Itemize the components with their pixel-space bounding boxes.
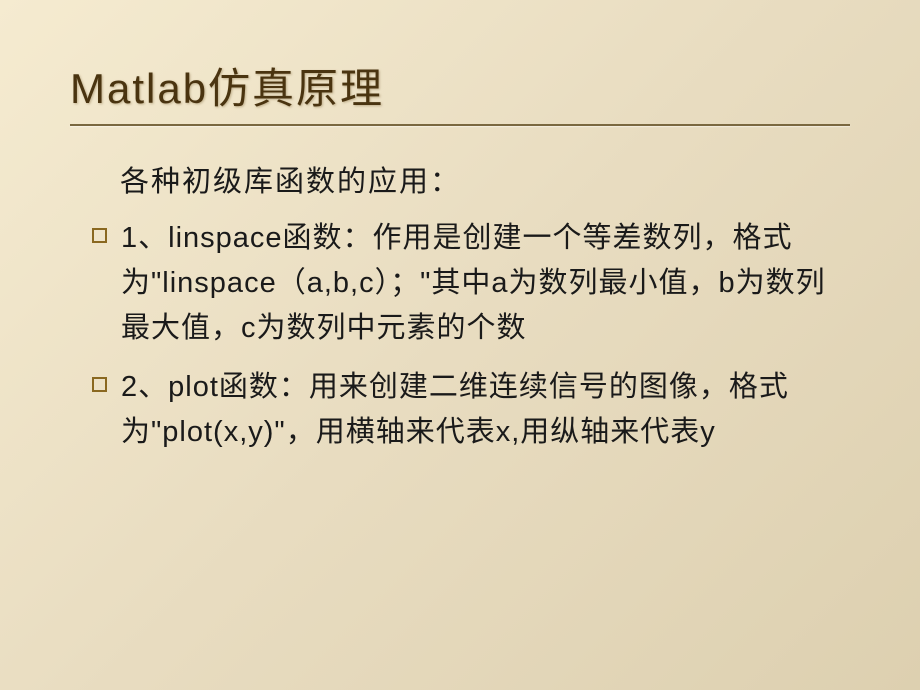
slide-title: Matlab仿真原理 xyxy=(70,55,850,116)
bullet-square-icon xyxy=(92,377,107,392)
list-item: 2、plot函数：用来创建二维连续信号的图像，格式为"plot(x,y)"，用横… xyxy=(92,365,850,455)
list-item: 1、linspace函数：作用是创建一个等差数列，格式为"linspace（a,… xyxy=(92,216,850,351)
bullet-square-icon xyxy=(92,228,107,243)
title-underline xyxy=(70,124,850,126)
bullet-text: 2、plot函数：用来创建二维连续信号的图像，格式为"plot(x,y)"，用横… xyxy=(121,365,850,455)
bullet-text: 1、linspace函数：作用是创建一个等差数列，格式为"linspace（a,… xyxy=(121,216,850,351)
intro-text: 各种初级库函数的应用： xyxy=(120,158,850,200)
